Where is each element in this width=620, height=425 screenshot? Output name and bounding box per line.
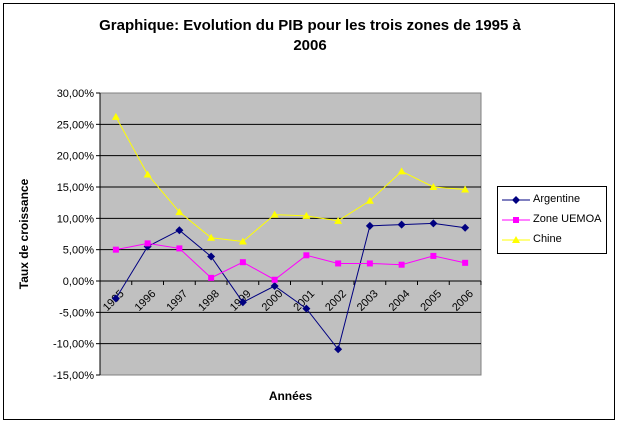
series-line — [115, 242, 466, 281]
legend-swatch-chine — [502, 236, 530, 243]
y-tick-label: 25,00% — [57, 119, 95, 131]
data-point — [397, 167, 406, 175]
y-tick-label: 30,00% — [57, 88, 95, 100]
legend-item-chine: Chine — [502, 231, 606, 249]
data-point — [238, 237, 247, 245]
y-tick-label: -15,00% — [53, 370, 94, 382]
data-point — [365, 221, 374, 230]
data-point — [111, 294, 120, 303]
series-line — [115, 222, 466, 351]
y-tick-label: 10,00% — [57, 213, 95, 225]
data-point — [302, 211, 311, 219]
data-point — [334, 216, 343, 224]
y-tick-label: 0,00% — [63, 276, 94, 288]
y-tick-label: 15,00% — [57, 182, 95, 194]
data-point — [366, 260, 373, 267]
legend-swatch-argentine — [502, 196, 530, 204]
data-point — [461, 185, 470, 193]
data-point — [175, 208, 184, 216]
y-tick-label: 5,00% — [63, 245, 94, 257]
plot-area — [99, 92, 482, 376]
legend-item-zone-uemoa: Zone UEMOA — [502, 211, 606, 229]
data-point — [207, 252, 216, 261]
series-chine — [111, 112, 470, 245]
legend-swatch-zone-uemoa — [502, 217, 530, 223]
data-point — [461, 223, 470, 232]
data-point — [335, 260, 342, 267]
legend-label-argentine: Argentine — [533, 193, 581, 205]
x-axis-label: Années — [269, 389, 313, 403]
series-zone-uemoa — [112, 240, 469, 283]
chart-title-line-2: 2006 — [293, 37, 327, 54]
data-point — [429, 183, 438, 190]
data-point — [143, 170, 152, 178]
chart-title-line-1: Graphique: Evolution du PIB pour les tro… — [99, 17, 521, 34]
data-point — [270, 210, 279, 218]
series-argentine — [111, 219, 470, 354]
data-point — [302, 304, 311, 313]
series-line — [115, 116, 466, 243]
data-point — [239, 259, 246, 266]
data-point — [271, 276, 278, 283]
data-point — [429, 219, 438, 228]
y-axis-ticks: -15,00% -10,00% -5,00% 0,00% 5,00% 10,00% 15,0… — [53, 88, 100, 382]
y-tick-label: -5,00% — [59, 307, 94, 319]
data-point — [176, 245, 183, 252]
legend: Argentine Zone UEMOA Chine — [497, 186, 607, 254]
legend-label-zone-uemoa: Zone UEMOA — [533, 213, 602, 225]
data-point — [207, 233, 216, 241]
data-point — [270, 282, 279, 291]
data-point — [175, 226, 184, 235]
data-point — [430, 252, 437, 259]
y-tick-label: 20,00% — [57, 151, 95, 163]
data-point — [208, 274, 215, 281]
data-point — [397, 220, 406, 229]
y-tick-label: -10,00% — [53, 339, 94, 351]
data-point — [334, 345, 343, 354]
data-point — [462, 259, 469, 266]
legend-item-argentine: Argentine — [502, 191, 606, 209]
data-point — [303, 252, 310, 259]
data-point — [111, 112, 120, 120]
series-layer — [111, 112, 470, 354]
y-axis-label: Taux de croissance — [17, 178, 31, 289]
legend-label-chine: Chine — [533, 233, 562, 245]
data-point — [398, 261, 405, 268]
chart-title: Graphique: Evolution du PIB pour les tro… — [0, 16, 620, 56]
data-point — [238, 298, 247, 307]
data-point — [144, 240, 151, 247]
data-point — [112, 246, 119, 253]
data-point — [365, 196, 374, 204]
